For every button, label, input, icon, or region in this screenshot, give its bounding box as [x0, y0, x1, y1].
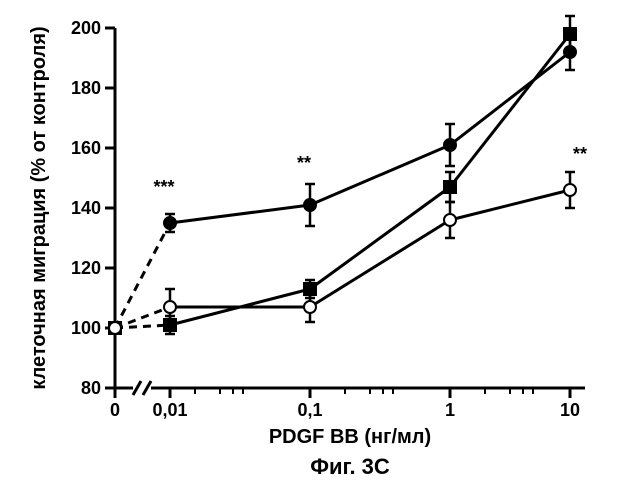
marker-open-circle [164, 301, 176, 313]
y-axis-label: клеточная миграция (% от контроля) [28, 26, 50, 389]
marker-open-circle [304, 301, 316, 313]
figure-3c: 80 100 120 140 160 180 200 0 0,01 0,1 1 10 клеточная… [0, 0, 630, 500]
x-tick-label: 0 [110, 400, 120, 420]
significance-marker: ** [573, 144, 587, 164]
marker-filled-square [444, 181, 456, 193]
x-tick-label: 1 [445, 400, 455, 420]
marker-filled-circle [164, 217, 176, 229]
x-axis-label: PDGF BB (нг/мл) [269, 426, 431, 448]
marker-filled-square [564, 28, 576, 40]
y-tick-label: 140 [71, 198, 101, 218]
x-tick-label: 0,1 [297, 400, 322, 420]
chart-svg: 80 100 120 140 160 180 200 0 0,01 0,1 1 10 клеточная… [0, 0, 630, 500]
marker-open-circle [109, 322, 121, 334]
marker-filled-circle [444, 139, 456, 151]
marker-filled-circle [304, 199, 316, 211]
y-tick-label: 160 [71, 138, 101, 158]
y-tick-label: 120 [71, 258, 101, 278]
significance-marker: *** [153, 177, 174, 197]
y-tick-label: 100 [71, 318, 101, 338]
y-tick-label: 180 [71, 78, 101, 98]
x-tick-label: 0,01 [152, 400, 187, 420]
marker-open-circle [444, 214, 456, 226]
figure-caption: Фиг. 3C [310, 454, 390, 479]
significance-marker: ** [297, 153, 311, 173]
y-tick-label: 200 [71, 18, 101, 38]
marker-open-circle [564, 184, 576, 196]
x-tick-label: 10 [560, 400, 580, 420]
chart-bg [0, 0, 630, 500]
y-tick-label: 80 [81, 378, 101, 398]
